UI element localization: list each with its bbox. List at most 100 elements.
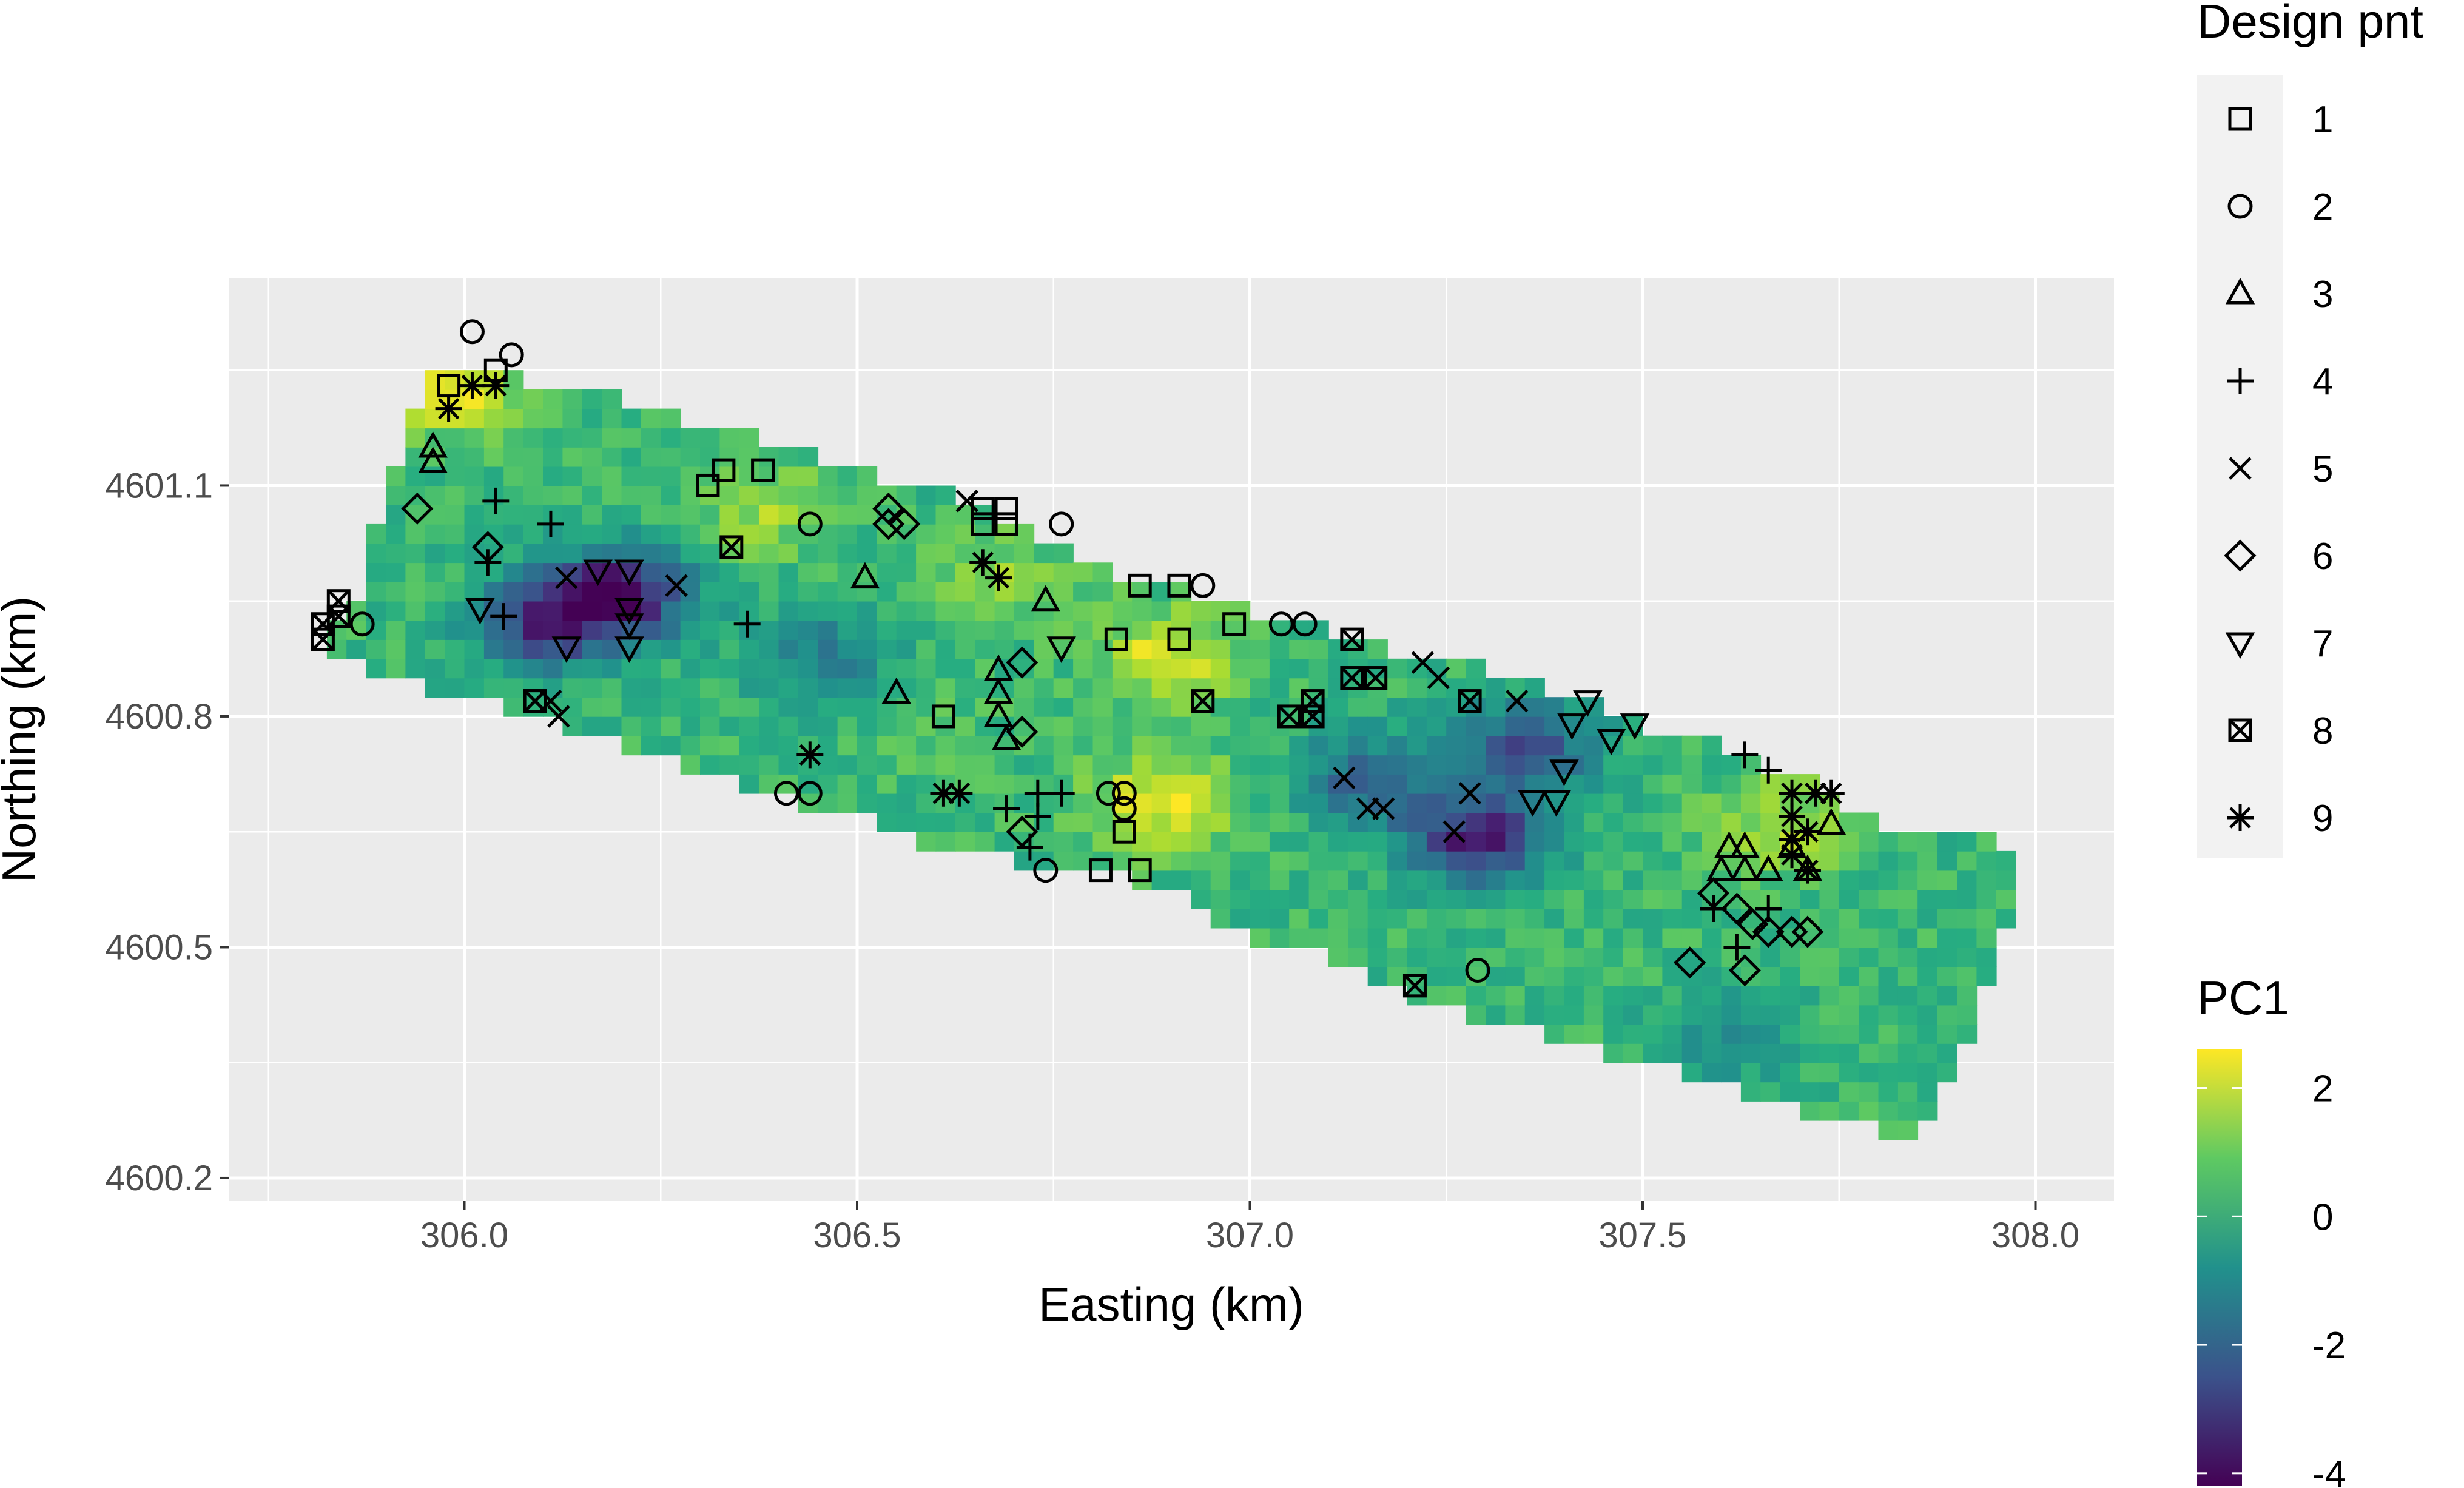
raster-cell <box>1603 812 1624 832</box>
raster-cell <box>1740 812 1762 832</box>
shape-legend: Design pnt 1 2 3 4 5 6 7 8 9 <box>2197 0 2423 858</box>
raster-cell <box>1583 755 1604 775</box>
raster-cell <box>1681 985 1702 1006</box>
raster-cell <box>425 678 445 698</box>
raster-cell <box>1446 755 1467 775</box>
raster-cell <box>1681 755 1702 775</box>
raster-cell <box>1269 735 1290 756</box>
raster-cell <box>1957 1024 1978 1044</box>
raster-cell <box>1466 735 1486 756</box>
raster-cell <box>1819 1005 1840 1025</box>
raster-cell <box>759 466 779 486</box>
raster-cell <box>975 774 995 794</box>
raster-cell <box>543 408 564 429</box>
raster-cell <box>1191 601 1211 621</box>
design-point-4 <box>1024 779 1051 807</box>
raster-cell <box>582 447 602 467</box>
design-point-5 <box>1372 797 1395 820</box>
raster-cell <box>1760 774 1781 794</box>
raster-cell <box>1780 1043 1800 1063</box>
raster-cell <box>700 428 721 448</box>
raster-cell <box>1014 543 1035 564</box>
raster-cell <box>1426 870 1447 890</box>
raster-cell <box>602 447 622 467</box>
raster-cell <box>1839 870 1859 890</box>
raster-cell <box>1034 716 1054 736</box>
design-point-2 <box>459 319 485 345</box>
raster-cell <box>445 620 465 640</box>
raster-cell <box>1662 774 1683 794</box>
raster-cell <box>857 716 878 736</box>
raster-cell <box>523 523 544 544</box>
raster-cell <box>1210 774 1231 794</box>
raster-cell <box>837 793 858 813</box>
raster-cell <box>1544 966 1565 986</box>
raster-cell <box>503 620 524 640</box>
raster-cell <box>1937 966 1957 986</box>
raster-cell <box>1230 812 1251 832</box>
raster-cell <box>1073 562 1094 582</box>
raster-cell <box>1740 985 1762 1006</box>
raster-cell <box>1367 966 1388 986</box>
raster-cell <box>1878 927 1899 948</box>
raster-cell <box>1053 812 1074 832</box>
raster-cell <box>386 543 406 564</box>
raster-cell <box>1092 601 1113 621</box>
raster-cell <box>1191 812 1211 832</box>
raster-cell <box>916 755 937 775</box>
design-point-1 <box>971 512 995 536</box>
raster-cell <box>680 755 701 775</box>
raster-cell <box>896 620 917 640</box>
raster-cell <box>1348 812 1368 832</box>
raster-cell <box>1957 1005 1978 1025</box>
raster-cell <box>896 562 917 582</box>
raster-cell <box>1289 927 1310 948</box>
raster-cell <box>1348 870 1368 890</box>
raster-cell <box>1348 927 1368 948</box>
raster-cell <box>1505 755 1526 775</box>
raster-cell <box>1859 850 1879 871</box>
raster-cell <box>935 582 956 602</box>
raster-cell <box>405 620 426 640</box>
raster-cell <box>739 755 759 775</box>
raster-cell <box>1250 716 1270 736</box>
raster-cell <box>1681 832 1702 852</box>
raster-cell <box>837 755 858 775</box>
raster-cell <box>641 408 662 429</box>
raster-cell <box>503 505 524 525</box>
raster-cell <box>1937 985 1957 1006</box>
design-point-7 <box>1046 636 1076 663</box>
raster-cell <box>366 523 386 544</box>
design-point-6 <box>1728 954 1761 987</box>
raster-cell <box>661 639 681 659</box>
raster-cell <box>975 620 995 640</box>
design-point-7 <box>1573 690 1603 717</box>
raster-cell <box>1191 755 1211 775</box>
design-point-4 <box>490 603 517 630</box>
raster-cell <box>1721 755 1742 775</box>
design-point-9 <box>1779 826 1806 853</box>
raster-cell <box>1053 658 1074 679</box>
raster-cell <box>445 428 465 448</box>
raster-cell <box>857 582 878 602</box>
raster-cell <box>1092 755 1113 775</box>
raster-cell <box>1819 870 1840 890</box>
raster-cell <box>621 505 642 525</box>
raster-cell <box>1151 601 1172 621</box>
raster-cell <box>1740 1024 1762 1044</box>
raster-cell <box>1839 889 1859 909</box>
raster-cell <box>1957 870 1978 890</box>
raster-cell <box>1191 774 1211 794</box>
raster-cell <box>1407 850 1427 871</box>
raster-cell <box>896 582 917 602</box>
raster-cell <box>1643 793 1663 813</box>
raster-cell <box>483 505 505 525</box>
design-point-6 <box>1752 915 1785 948</box>
raster-cell <box>935 543 956 564</box>
raster-cell <box>1760 947 1781 967</box>
design-point-8 <box>1277 704 1301 729</box>
raster-cell <box>1544 832 1565 852</box>
raster-cell <box>1662 793 1683 813</box>
legend-key-6 <box>2224 539 2257 572</box>
design-point-7 <box>1620 713 1650 740</box>
